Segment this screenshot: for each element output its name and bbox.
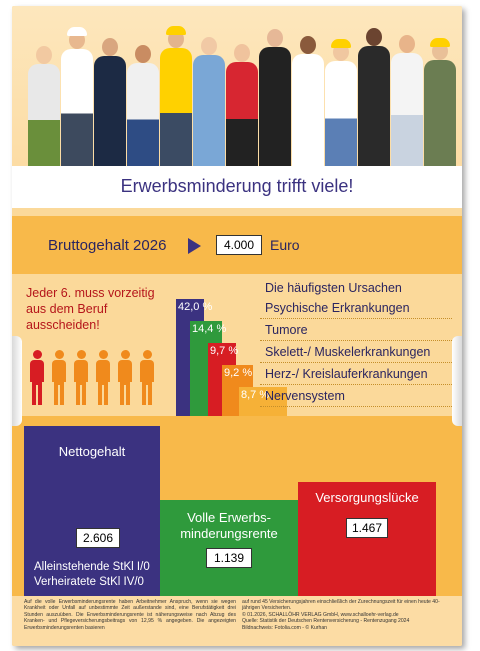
hard-hat-icon [67, 27, 87, 36]
disability-pension-bar: Volle Erwerbs- minderungsrente 1.139 [160, 500, 298, 598]
person-icon [94, 350, 112, 406]
workers-photo [12, 6, 462, 166]
footnotes: Auf die volle Erwerbsminderungsrente hab… [12, 596, 462, 646]
net-salary-bar: Nettogehalt 2.606 Alleinstehende StKl I/… [24, 426, 160, 598]
worker-head [300, 36, 316, 54]
disability-pension-title-line2: minderungsrente [180, 526, 278, 541]
worker-head [366, 28, 382, 46]
footnote-right-line1: auf rund 45 Versicherungsjahren einschli… [242, 599, 440, 612]
person-icon-affected [28, 350, 46, 406]
worker-head [234, 44, 250, 62]
cause-label: Skelett-/ Muskelerkrankungen [265, 345, 431, 359]
causes-section: Jeder 6. muss vorzeitig aus dem Beruf au… [12, 274, 462, 417]
pension-gap-title: Versorgungslücke [315, 490, 419, 505]
warning-text: Jeder 6. muss vorzeitig aus dem Beruf au… [26, 286, 155, 332]
net-salary-title: Nettogehalt [58, 444, 126, 459]
currency-unit: Euro [270, 237, 300, 253]
worker-head [201, 37, 217, 55]
hard-hat-icon [331, 39, 351, 48]
cause-percent-label: 9,7 % [210, 345, 239, 357]
dotted-divider [260, 362, 452, 363]
arrow-right-icon [188, 238, 201, 254]
worker-body [226, 62, 258, 166]
worker-body [325, 61, 357, 166]
worker-body [61, 49, 93, 166]
comparison-section: Nettogehalt 2.606 Alleinstehende StKl I/… [12, 416, 462, 598]
cause-percent-label: 42,0 % [178, 301, 213, 313]
disability-pension-title-line1: Volle Erwerbs- [187, 510, 271, 525]
worker-figure [125, 45, 161, 166]
hard-hat-icon [166, 26, 186, 35]
worker-body [193, 55, 225, 166]
infographic-card: Erwerbsminderung trifft viele! Bruttogeh… [12, 6, 462, 646]
worker-body [391, 53, 423, 166]
cause-bar [239, 387, 287, 417]
worker-body [28, 64, 60, 166]
worker-body [292, 54, 324, 166]
worker-body [160, 48, 192, 166]
worker-body [424, 60, 456, 166]
worker-figure [257, 29, 293, 166]
hard-hat-icon [430, 38, 450, 47]
cause-label: Tumore [265, 323, 308, 337]
dotted-divider [260, 406, 452, 407]
dotted-divider [260, 340, 452, 341]
gross-income-label: Bruttogehalt 2026 [48, 237, 167, 254]
gross-income-value: 4.000 [216, 235, 262, 255]
cause-percent-label: 14,4 % [192, 323, 227, 335]
cause-percent-label: 8,7 % [241, 389, 270, 401]
tax-class-single: Alleinstehende StKl I/0 [34, 561, 150, 573]
worker-figure [356, 28, 392, 166]
page-curl-left [12, 336, 22, 426]
person-icon [116, 350, 134, 406]
tax-class-married: Verheiratete StKl IV/0 [34, 576, 144, 588]
net-salary-value: 2.606 [76, 528, 120, 548]
causes-title: Die häufigsten Ursachen [265, 281, 402, 295]
title-band: Erwerbsminderung trifft viele! [12, 166, 462, 208]
worker-head [36, 46, 52, 64]
footnote-image-credit: Bildnachweis: Fotolia.com - © Kurhan [242, 624, 328, 631]
pension-gap-bar: Versorgungslücke 1.467 [298, 482, 436, 598]
person-icon [138, 350, 156, 406]
worker-figure [26, 46, 62, 166]
worker-figure [92, 38, 128, 166]
worker-figure [224, 44, 260, 166]
tax-class-note: Alleinstehende StKl I/0 Verheiratete StK… [34, 560, 150, 590]
person-icon [72, 350, 90, 406]
worker-head [102, 38, 118, 56]
worker-figure [422, 38, 458, 166]
worker-body [127, 63, 159, 166]
people-icons [28, 350, 168, 406]
worker-figure [158, 26, 194, 166]
worker-body [358, 46, 390, 166]
worker-figure [389, 35, 425, 166]
page-title: Erwerbsminderung trifft viele! [120, 176, 354, 196]
worker-head [399, 35, 415, 53]
footnote-right: auf rund 45 Versicherungsjahren einschli… [242, 599, 454, 631]
cause-label: Nervensystem [265, 389, 345, 403]
pension-gap-value: 1.467 [346, 518, 388, 538]
disability-pension-value: 1.139 [206, 548, 252, 568]
footnote-source: Quelle: Statistik der Deutschen Rentenve… [242, 618, 410, 625]
gross-income-band: Bruttogehalt 2026 4.000 Euro [12, 216, 462, 274]
worker-head [135, 45, 151, 63]
cause-label: Herz-/ Kreislauferkrankungen [265, 367, 428, 381]
person-icon [50, 350, 68, 406]
worker-figure [59, 27, 95, 166]
footnote-copyright: © 01.2026, SCHALLÖHR VERLAG GmbH, www.sc… [242, 611, 399, 618]
worker-figure [290, 36, 326, 166]
worker-body [94, 56, 126, 166]
worker-head [267, 29, 283, 47]
disability-pension-title: Volle Erwerbs- minderungsrente [160, 510, 298, 542]
cause-label: Psychische Erkrankungen [265, 301, 410, 315]
worker-figure [323, 39, 359, 166]
dotted-divider [260, 384, 452, 385]
footnote-left: Auf die volle Erwerbsminderungsrente hab… [24, 599, 236, 631]
worker-body [259, 47, 291, 166]
cause-percent-label: 9,2 % [224, 367, 253, 379]
worker-figure [191, 37, 227, 166]
dotted-divider [260, 318, 452, 319]
page-curl-right [452, 336, 462, 426]
